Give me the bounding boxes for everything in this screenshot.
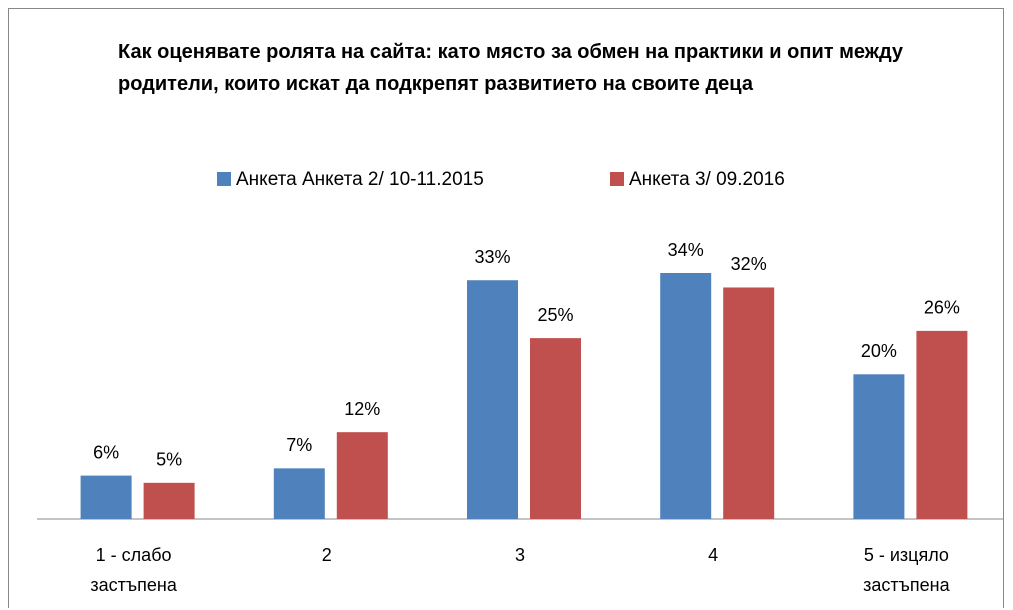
bar (916, 330, 968, 519)
bar (660, 273, 712, 519)
data-label: 12% (344, 399, 380, 419)
x-tick-label: 1 - слабо застъпена (90, 545, 177, 595)
data-label: 26% (924, 298, 960, 318)
bar (467, 280, 518, 519)
bar (530, 338, 581, 519)
bar (80, 475, 132, 519)
legend-swatch (217, 172, 231, 186)
bar (853, 374, 905, 519)
legend-label: Анкета 3/ 09.2016 (629, 169, 785, 190)
x-tick-label: 2 (321, 545, 332, 565)
chart-title: Как оценявате ролята на сайта: като мяст… (118, 41, 903, 95)
legend-label: Анкета Анкета 2/ 10-11.2015 (236, 169, 484, 190)
bar (273, 468, 325, 519)
data-label: 32% (731, 254, 767, 274)
data-label: 33% (474, 247, 510, 267)
x-tick-label: 4 (708, 545, 719, 565)
chart-frame (8, 8, 1004, 608)
bar (143, 482, 195, 519)
data-label: 6% (93, 442, 119, 462)
data-label: 7% (286, 435, 312, 455)
bar (723, 287, 775, 519)
x-tick-label: 3 (514, 545, 525, 565)
legend-swatch (610, 172, 624, 186)
data-label: 5% (156, 450, 182, 470)
bar (336, 432, 388, 519)
data-label: 34% (668, 240, 704, 260)
x-tick-label: 5 - изцяло застъпена (863, 545, 950, 595)
data-label: 20% (861, 341, 897, 361)
data-label: 25% (537, 305, 573, 325)
